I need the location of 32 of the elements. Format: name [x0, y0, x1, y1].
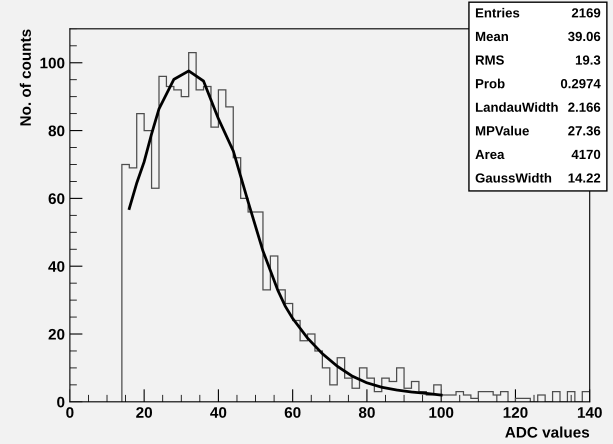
x-tick-label: 120 — [504, 407, 528, 418]
y-tick-label: 0 — [57, 396, 64, 408]
annotation: RMS — [476, 55, 504, 65]
y-tick-label: 100 — [40, 58, 64, 68]
annotation: 0.2974 — [560, 78, 601, 88]
x-tick-label: 80 — [358, 407, 375, 418]
x-axis-title: ADC values — [505, 426, 590, 438]
text: Entries — [476, 8, 520, 18]
y-tick-label: 20 — [48, 328, 64, 340]
x-tick-label: 100 — [429, 407, 454, 418]
x-tick-label: 140 — [578, 407, 602, 418]
annotation: GaussWidth — [476, 172, 552, 183]
annotation: 4170 — [572, 150, 600, 160]
annotation: 39.06 — [568, 32, 600, 42]
annotation: MPValue — [476, 126, 529, 136]
annotation: 19.3 — [576, 55, 600, 65]
x-tick-label: 20 — [136, 407, 152, 418]
x-tick-label: 60 — [284, 407, 301, 418]
y-tick-label: 60 — [48, 193, 64, 204]
annotation: 27.36 — [568, 126, 600, 136]
y-tick-label: 40 — [48, 261, 64, 272]
annotation: Area — [475, 150, 504, 160]
y-axis-title: No. of counts — [20, 29, 31, 126]
annotation: 14.22 — [568, 173, 600, 183]
text: 2169 — [572, 8, 600, 18]
annotation: 2.166 — [568, 102, 600, 112]
annotation: LandauWidth — [476, 102, 558, 112]
annotation: Mean — [476, 32, 508, 42]
annotation: Prob — [476, 78, 505, 88]
y-tick-label: 80 — [48, 125, 64, 136]
x-tick-label: 40 — [210, 407, 226, 418]
x-tick-label: 0 — [66, 407, 74, 418]
